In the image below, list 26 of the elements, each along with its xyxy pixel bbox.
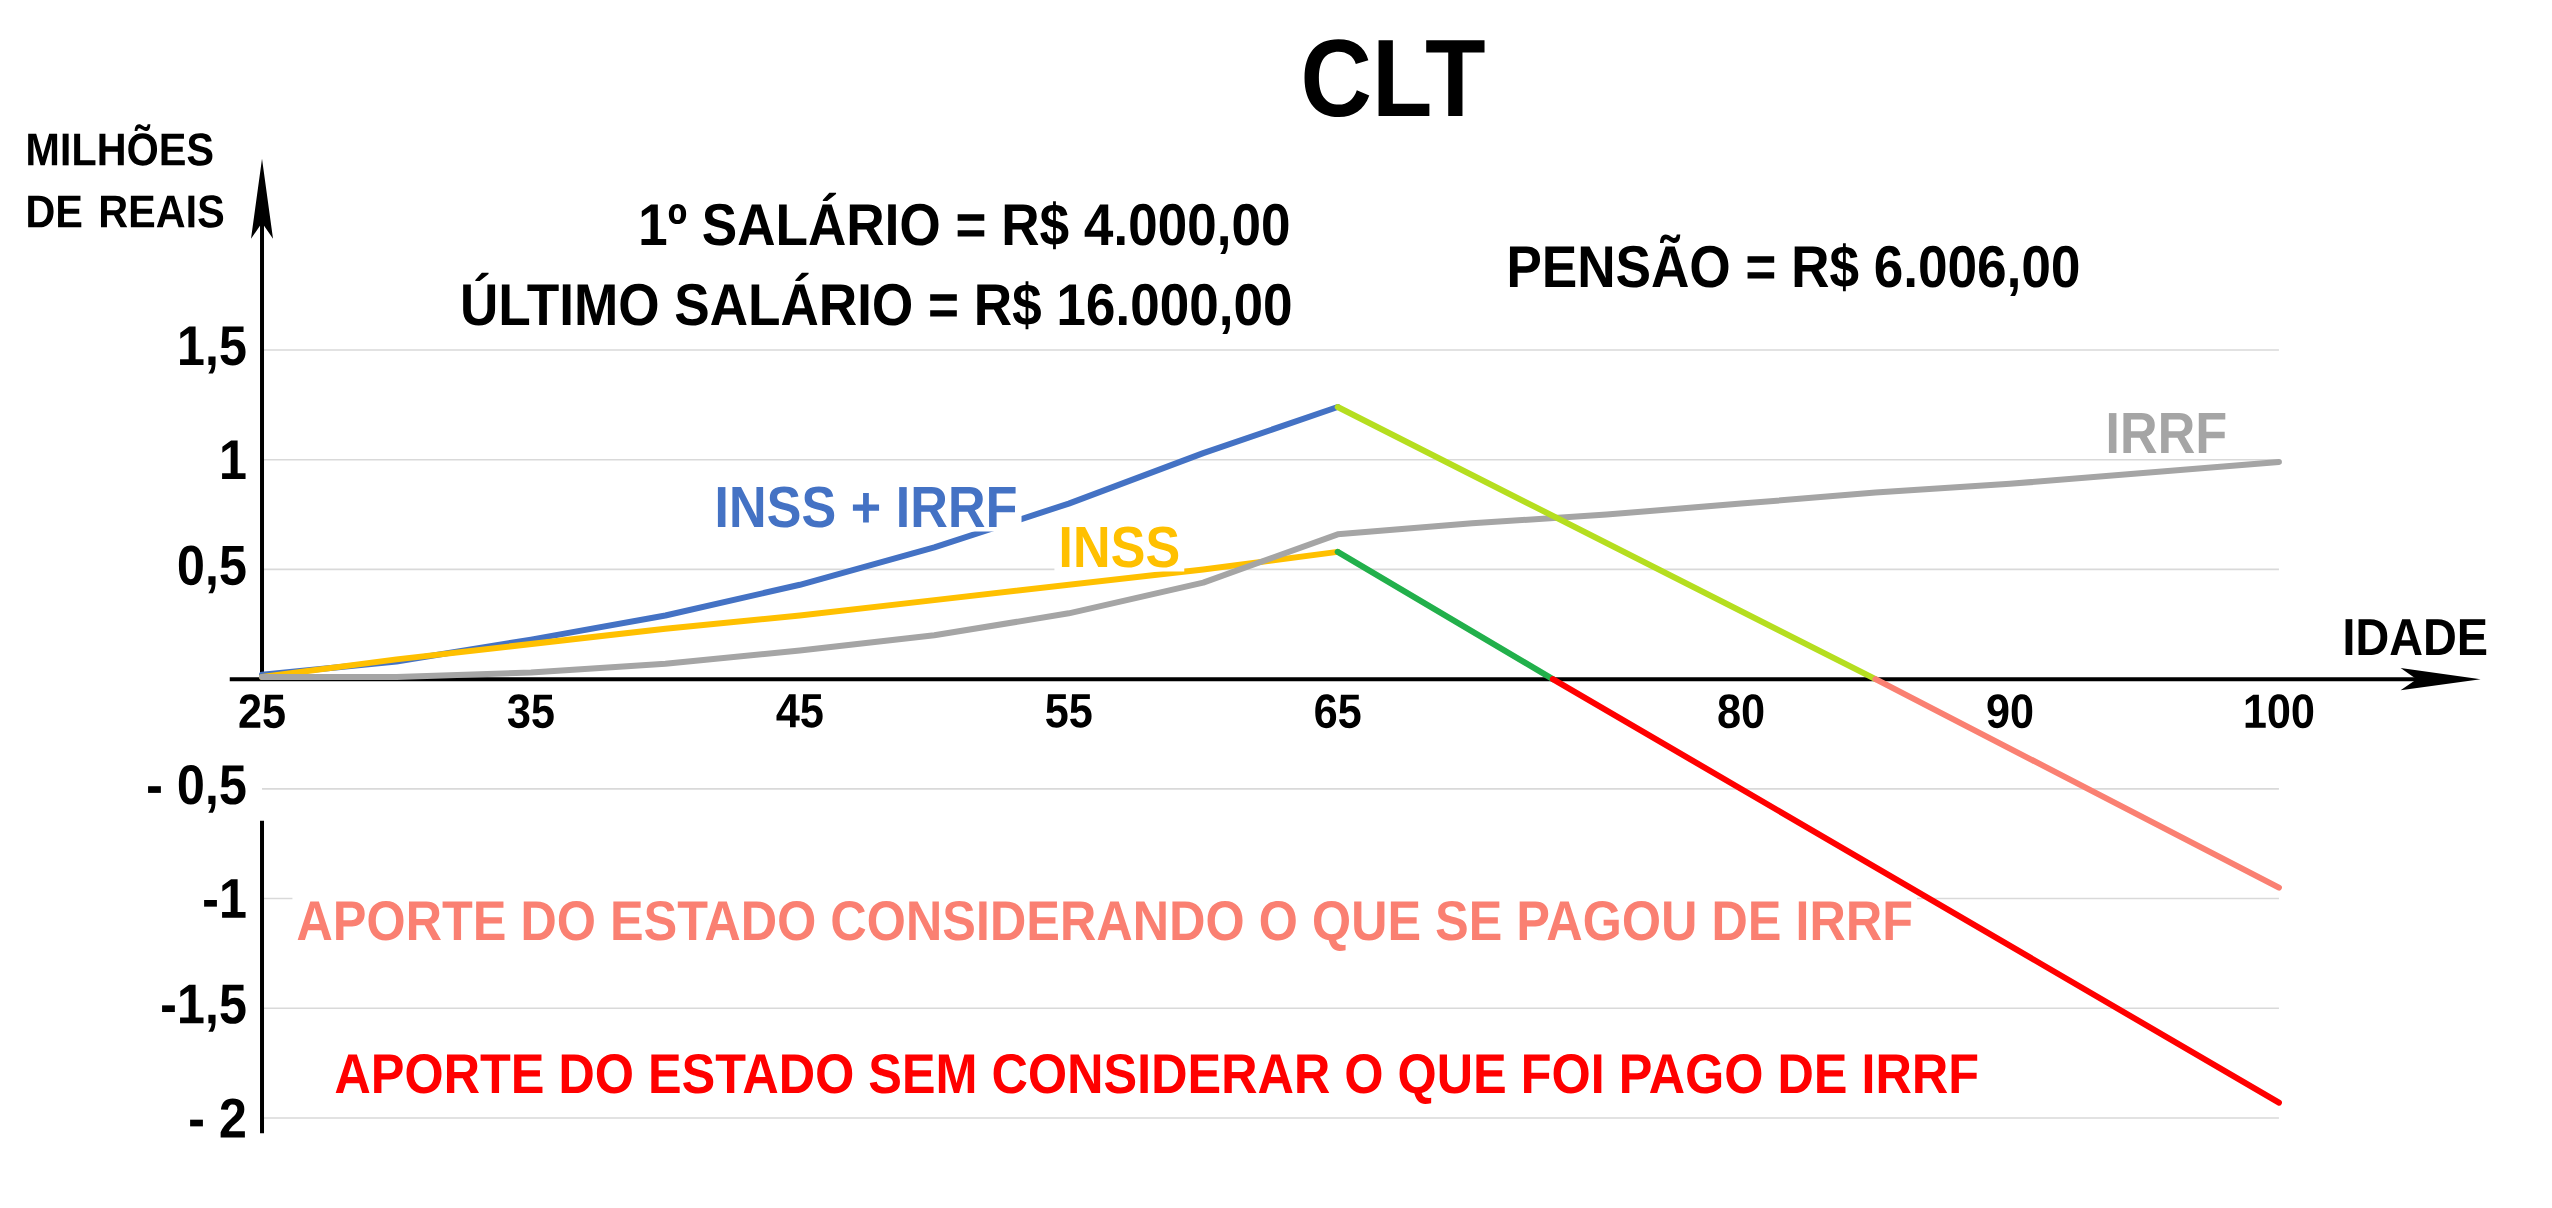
chart-title: CLT xyxy=(1304,39,1485,118)
x-tick-label: 90 xyxy=(1987,694,2033,729)
x-tick-label: 100 xyxy=(2245,694,2314,729)
y-tick-label: 1 xyxy=(222,440,246,479)
y-tick-label: - 0,5 xyxy=(148,764,246,813)
text: PENSÃO = R$ 6.006,00 xyxy=(1509,234,2079,297)
x-tick-label: 45 xyxy=(776,694,823,728)
x-axis-title: IDADE xyxy=(2345,619,2487,655)
y-axis-title: MILHÕES DE REAIS xyxy=(28,124,224,228)
x-tick-label: 25 xyxy=(239,694,285,729)
y-tick-label: -1,5 xyxy=(162,984,246,1032)
y-tick-label: -1 xyxy=(204,879,246,918)
text: APORTE DO ESTADO CONSIDERANDO O QUE SE PAGOU DE IRRF xyxy=(297,900,1912,951)
series-label: IRRF xyxy=(2108,413,2226,453)
series-label: INSS + IRRF xyxy=(717,486,1016,528)
series-label: INSS xyxy=(1061,526,1179,568)
x-tick-label: 80 xyxy=(1718,694,1764,729)
text: ÚLTIMO SALÁRIO = R$ 16.000,00 xyxy=(463,272,1291,335)
text: 1º SALÁRIO = R$ 4.000,00 xyxy=(641,192,1289,255)
x-tick-label: 35 xyxy=(507,694,554,729)
y-tick-label: 0,5 xyxy=(178,545,246,594)
x-tick-label: 65 xyxy=(1315,694,1361,729)
x-tick-label: 55 xyxy=(1046,694,1092,728)
series-label: APORTE DO ESTADO SEM CONSIDERAR O QUE FOI PAGO DE IRRF xyxy=(335,1053,1978,1104)
y-tick-label: 1,5 xyxy=(180,326,246,374)
y-tick-label: - 2 xyxy=(190,1098,245,1138)
